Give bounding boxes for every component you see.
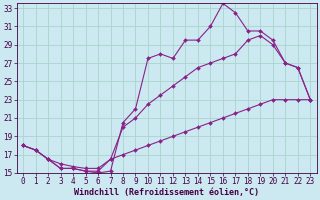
X-axis label: Windchill (Refroidissement éolien,°C): Windchill (Refroidissement éolien,°C): [74, 188, 259, 197]
